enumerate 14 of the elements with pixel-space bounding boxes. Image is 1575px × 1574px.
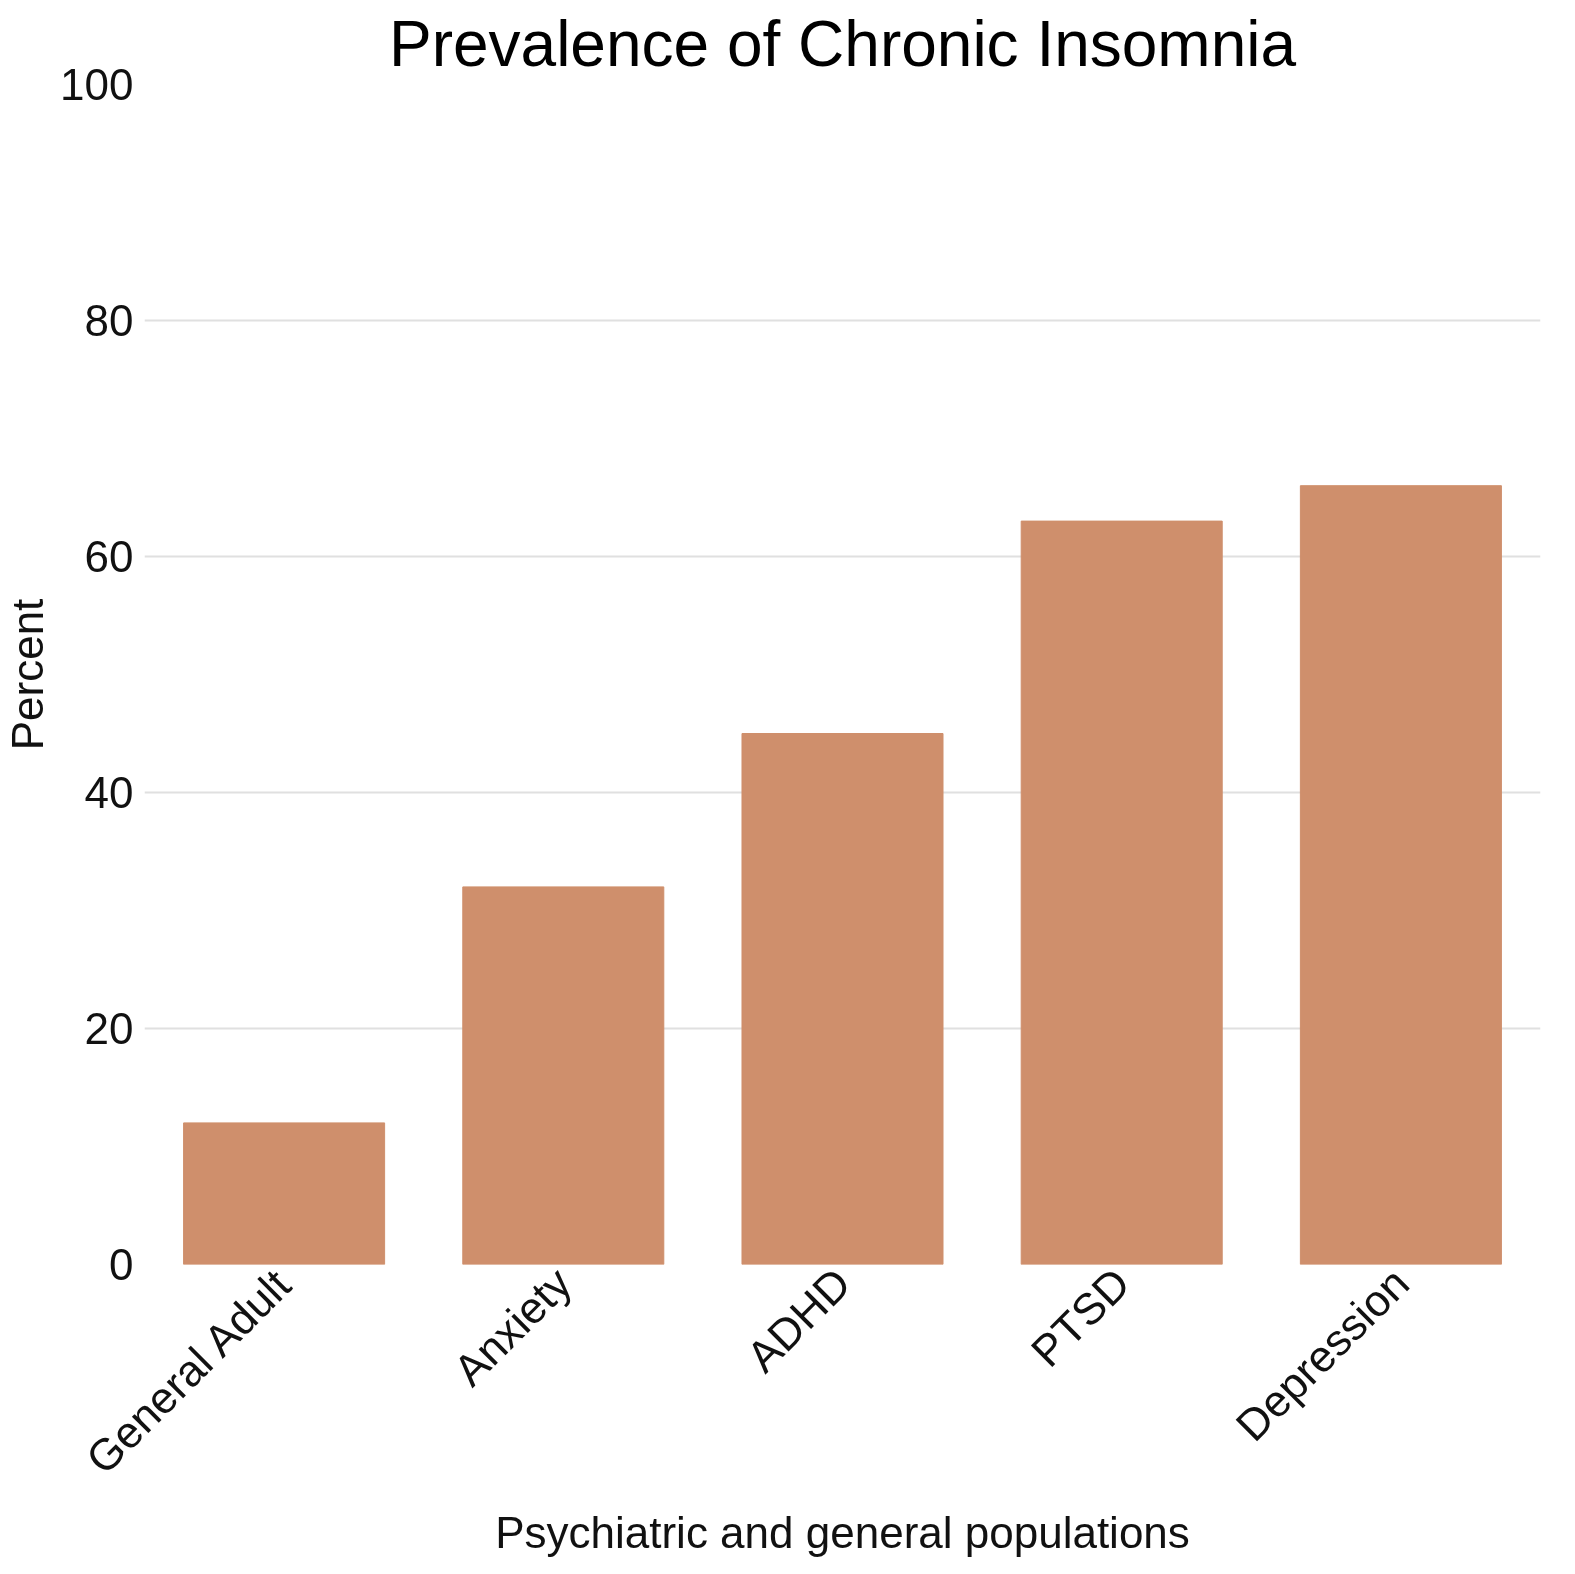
y-tick-label: 60 (84, 532, 134, 581)
y-tick-label: 20 (84, 1004, 134, 1053)
bar (741, 733, 944, 1265)
bar (462, 886, 665, 1265)
y-tick-label: 0 (109, 1240, 134, 1289)
bar (1020, 520, 1223, 1265)
y-tick-label: 80 (84, 296, 134, 345)
bar (183, 1122, 386, 1265)
y-axis-title: Percent (3, 598, 53, 751)
chart-title: Prevalence of Chronic Insomnia (388, 7, 1297, 80)
x-axis-title: Psychiatric and general populations (495, 1508, 1190, 1558)
y-tick-label: 40 (84, 768, 134, 817)
bar (1299, 485, 1502, 1265)
y-tick-label: 100 (60, 60, 134, 109)
